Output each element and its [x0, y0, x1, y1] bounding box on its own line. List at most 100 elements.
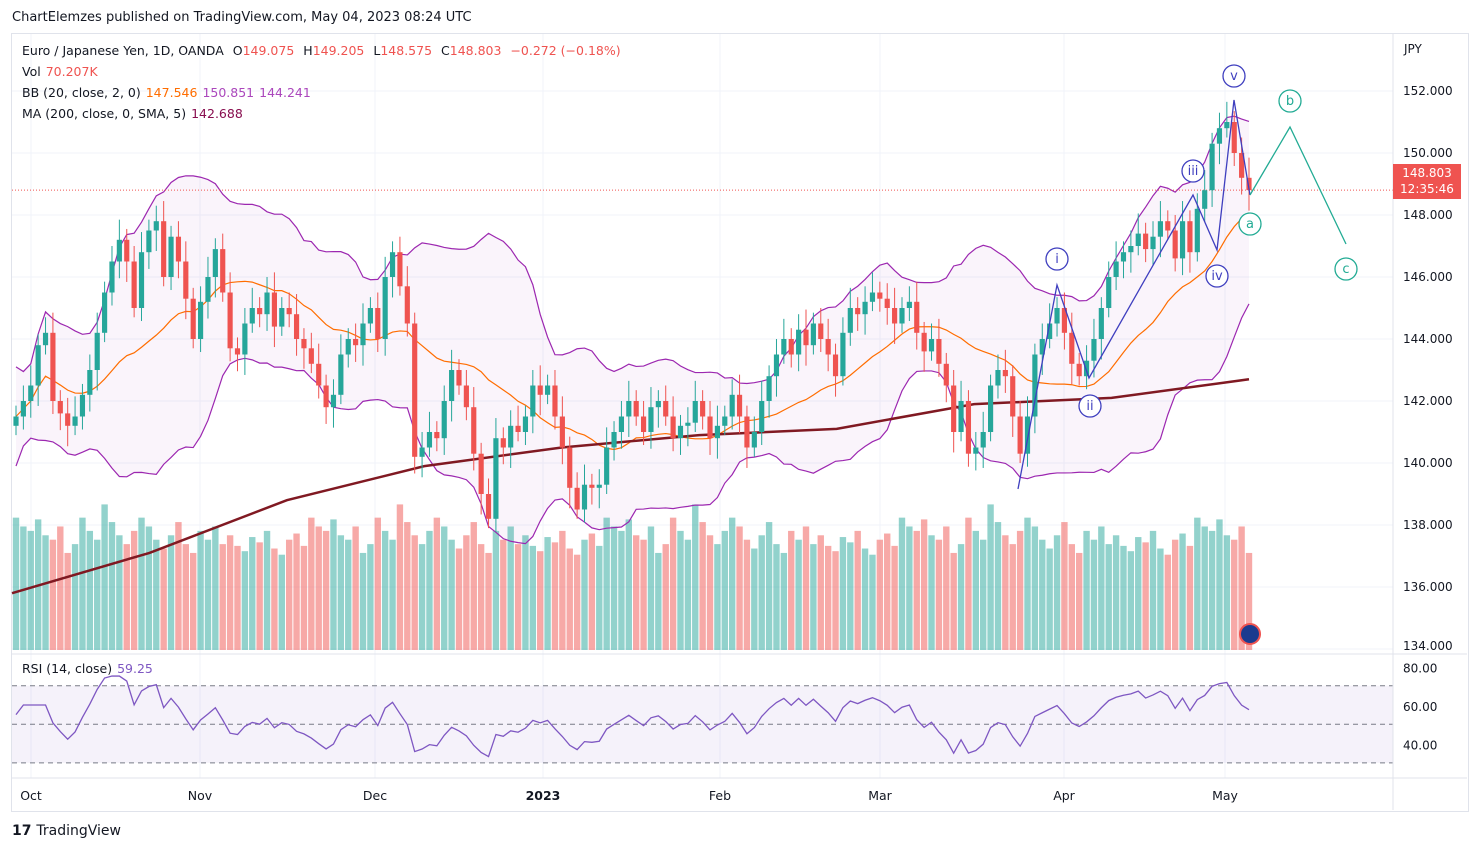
candle-body [1165, 221, 1171, 231]
volume-bar [559, 530, 566, 650]
candles [13, 101, 1252, 532]
bb-lower-line [15, 303, 1250, 545]
volume-bar [957, 544, 965, 650]
volume-bar [396, 504, 404, 650]
candle-body [183, 261, 189, 299]
wave-label-v: v [1230, 69, 1238, 84]
candle-body [943, 363, 949, 386]
volume-bar [1231, 539, 1238, 650]
rsi-line [15, 675, 1250, 758]
candle-body [707, 416, 713, 439]
volume-bar [529, 545, 537, 650]
volume-bar [94, 539, 101, 650]
wave-label-circle [1045, 247, 1069, 271]
volume-bar [278, 554, 285, 650]
candle-body [1061, 308, 1068, 333]
volume-bar [116, 535, 123, 650]
tradingview-logo[interactable]: 𝟭𝟳 TradingView [12, 823, 121, 839]
candle-body [1083, 360, 1090, 377]
volume-bar [12, 517, 20, 650]
volume-bar [692, 504, 699, 650]
candle-body [94, 332, 100, 370]
axes: JPY 152.000 150.000 148.000 146.000 144.000 14… [12, 34, 1467, 810]
volume-bar [241, 551, 249, 650]
volume-bar [190, 552, 197, 650]
volume-bar [987, 504, 994, 650]
candle-body [766, 376, 772, 401]
volume-bar [197, 530, 204, 650]
volume-bar [1223, 535, 1231, 650]
time-tick: Apr [1053, 788, 1075, 803]
volume-bar [1112, 535, 1120, 650]
volume-bar [1164, 554, 1171, 650]
candle-body [877, 292, 883, 299]
candle-body [677, 425, 684, 439]
volume-bar [544, 537, 551, 650]
candle-body [596, 484, 602, 488]
wave-label-circle [1181, 159, 1205, 183]
candle-body [958, 401, 964, 432]
volume-bar [714, 544, 721, 650]
volume-bar [765, 522, 773, 650]
volume-bar [1245, 552, 1253, 650]
candle-body [522, 416, 529, 432]
wave-label-circle [1205, 264, 1229, 288]
candle-body [692, 401, 698, 423]
volume-bar [57, 526, 64, 650]
candle-body [1246, 177, 1252, 191]
candle-body [242, 323, 248, 355]
candle-body [190, 298, 196, 339]
volume-bar [684, 539, 692, 650]
volume-bar [655, 552, 662, 650]
candle-body [124, 239, 130, 262]
candle-body [382, 277, 388, 339]
candle-body [862, 301, 868, 315]
candle-body [1091, 339, 1097, 361]
volume-bar [182, 544, 190, 650]
volume-bar [153, 539, 160, 650]
volume-bar [869, 554, 876, 650]
volume-bar [1090, 539, 1098, 650]
close-value: 148.803 [449, 43, 502, 58]
candle-body [1157, 221, 1163, 237]
candle-body [825, 339, 831, 355]
candle-body [449, 370, 455, 401]
candle-body [515, 425, 521, 432]
wave-label-circle [1222, 64, 1246, 88]
rsi-band [12, 685, 1393, 763]
wave-label-ii: ii [1086, 399, 1093, 414]
candle-body [389, 252, 396, 277]
tv-logo-icon: 𝟭𝟳 [12, 823, 32, 839]
change-value: −0.272 (−0.18%) [510, 43, 621, 58]
volume-bar [1075, 552, 1083, 650]
candle-body [803, 329, 809, 346]
volume-bar [322, 530, 330, 650]
volume-bar [381, 530, 389, 650]
volume-bar [669, 517, 677, 650]
candle-body [79, 394, 86, 417]
candle-body [375, 308, 381, 339]
candle-body [714, 425, 720, 439]
candle-body [655, 401, 661, 408]
candle-body [530, 385, 536, 417]
volume-bar [1002, 535, 1009, 650]
candle-body [419, 447, 425, 457]
candle-body [936, 339, 942, 364]
legend-symbol-row: Euro / Japanese Yen, 1D, OANDA O149.075 … [22, 43, 621, 58]
volume-bar [965, 517, 972, 650]
candle-body [604, 447, 610, 485]
candle-body [1209, 143, 1215, 191]
volume-bar [256, 542, 263, 650]
wave-label-a: a [1246, 217, 1254, 232]
candle-body [1054, 308, 1060, 324]
volume-bar [647, 526, 655, 650]
volume-bar [1105, 544, 1112, 650]
volume-bar [1208, 530, 1216, 650]
candle-body [493, 438, 499, 519]
price-tick: 144.000 [1403, 332, 1453, 346]
volume-bar [160, 548, 167, 650]
candle-body [441, 401, 447, 439]
volume-bar [1024, 517, 1031, 650]
volume-bar [788, 530, 795, 650]
